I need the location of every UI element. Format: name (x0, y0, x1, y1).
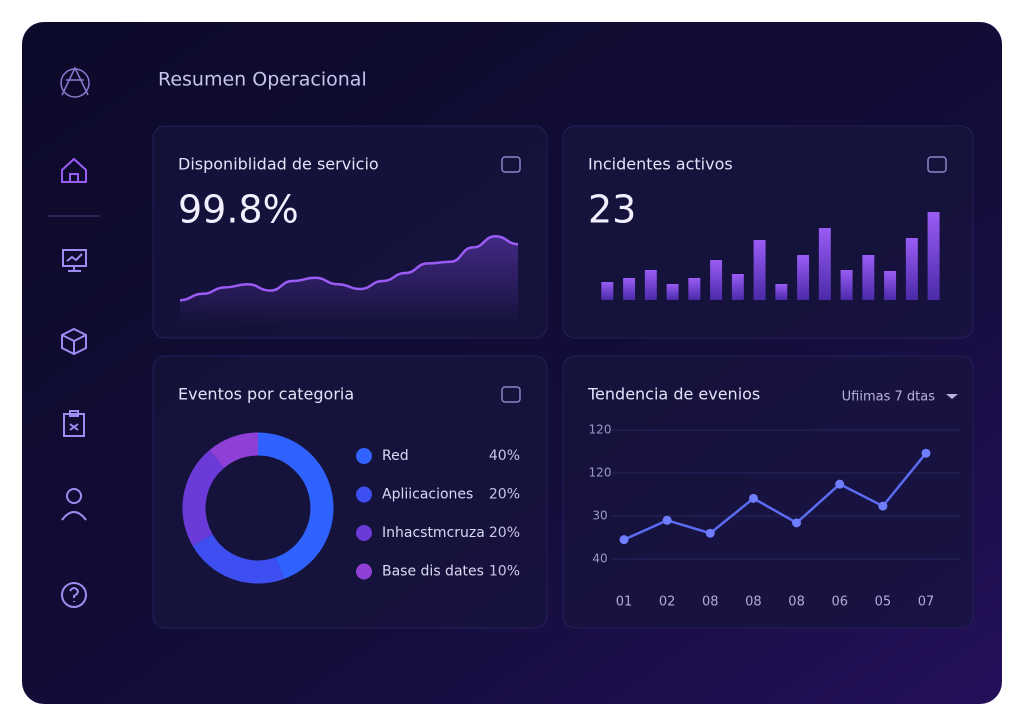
y-tick-label: 120 (589, 466, 612, 480)
sparkline (179, 234, 519, 302)
card: Eventos por categoria Red 40% Apliicaciones… (152, 355, 548, 629)
bar (623, 278, 636, 300)
expand-icon[interactable] (501, 386, 521, 403)
dropdown-arrow (946, 394, 958, 399)
bar (688, 278, 701, 300)
legend-value: 20% (489, 487, 520, 503)
donut-segment (209, 432, 259, 469)
y-tick-label: 40 (592, 552, 607, 566)
kpi-value: 23 (588, 188, 636, 232)
clipboard-icon[interactable] (63, 410, 85, 437)
card-title: Incidentes activos (588, 155, 733, 174)
legend-value: 40% (489, 448, 520, 464)
donut-segment (192, 533, 284, 584)
trend-point (705, 528, 715, 538)
bar (601, 282, 614, 300)
trend-line (623, 452, 927, 541)
bar (644, 270, 657, 300)
legend-swatch (356, 486, 372, 503)
trend-point (921, 448, 931, 458)
bar (731, 274, 744, 300)
y-tick-label: 30 (592, 509, 607, 523)
card: Disponiblidad de servicio 99.8% (152, 125, 548, 339)
y-tick-label: 120 (589, 423, 612, 437)
trend-point (835, 479, 845, 489)
expand-icon[interactable] (927, 156, 947, 173)
donut-segment (182, 450, 225, 546)
card-title: Tendencia de evenios (587, 385, 760, 404)
bar (775, 284, 788, 300)
x-tick-label: 06 (831, 595, 848, 610)
donut-segment (257, 432, 334, 579)
legend-swatch (356, 448, 372, 464)
monitor-icon[interactable] (62, 249, 87, 272)
x-tick-label: 08 (702, 595, 719, 610)
trend-point (792, 518, 802, 528)
legend-value: 10% (489, 564, 520, 580)
card-bg (562, 355, 974, 629)
area-fill (180, 236, 518, 325)
trend-point (878, 501, 888, 511)
card-title: Disponiblidad de servicio (178, 155, 379, 174)
box-icon[interactable] (61, 327, 87, 356)
x-tick-label: 07 (918, 595, 935, 610)
trend-point (748, 493, 758, 503)
x-tick-label: 08 (745, 595, 762, 610)
bar (884, 271, 897, 300)
bar (862, 255, 875, 300)
expand-icon[interactable] (501, 156, 521, 173)
bar (927, 212, 940, 300)
kpi-value: 99.8% (178, 188, 299, 232)
card: Tendencia de evenios Ufiimas 7 dtas 120 120… (562, 355, 974, 629)
x-tick-label: 08 (788, 595, 805, 610)
legend-label: Red (382, 448, 409, 464)
filter-dropdown[interactable]: Ufiimas 7 dtas (842, 390, 936, 405)
legend-swatch (356, 525, 372, 541)
legend-label: Apliicaciones (382, 487, 473, 503)
card-title: Eventos por categoria (178, 385, 354, 404)
bar (840, 270, 853, 300)
bar (797, 255, 810, 300)
bar (905, 238, 918, 300)
help-mark (69, 587, 80, 602)
x-tick-label: 02 (659, 595, 676, 610)
page-title: Resumen Operacional (158, 69, 367, 91)
card: Incidentes activos 23 (562, 125, 974, 339)
sidebar (48, 66, 100, 608)
help-icon[interactable] (61, 582, 87, 608)
bar (710, 260, 723, 300)
x-tick-label: 05 (875, 595, 892, 610)
bar (666, 284, 679, 300)
legend-swatch (356, 563, 372, 580)
card-bg (152, 355, 548, 629)
bar (753, 240, 766, 300)
home-icon[interactable] (61, 157, 87, 183)
trend-point (662, 515, 672, 525)
legend-value: 20% (489, 525, 520, 541)
bar (818, 228, 831, 300)
trend-point (619, 535, 629, 545)
legend-label: Inhacstmcruza (382, 525, 485, 541)
legend-label: Base dis dates (382, 564, 484, 580)
user-icon[interactable] (61, 488, 87, 521)
x-tick-label: 01 (616, 595, 633, 610)
logo (60, 66, 90, 98)
